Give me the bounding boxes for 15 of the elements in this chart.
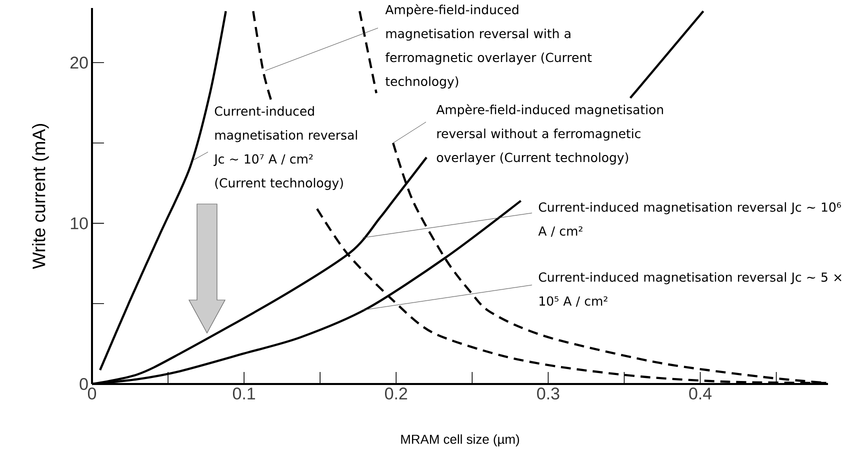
x-tick-label: 0 — [88, 388, 96, 400]
y-tick-label: 20 — [70, 56, 88, 69]
annotation: Current-induced magnetisation reversal Jc ~ 5 × 10⁵ A / cm² — [538, 272, 842, 307]
x-tick-label: 0.2 — [385, 388, 408, 400]
y-tick-label: 10 — [70, 217, 88, 230]
y-tick-label: 0 — [80, 378, 88, 390]
x-axis-title: MRAM cell size (µm) — [401, 434, 520, 446]
x-tick-label: 0.4 — [689, 388, 712, 400]
x-tick-label: 0.3 — [537, 388, 560, 400]
x-tick-label: 0.1 — [232, 388, 256, 400]
y-axis-title: Write current (mA) — [32, 124, 49, 269]
annotation: Ampère-field-induced magnetisation reversal without a ferromagnetic overlayer (Current technology) — [436, 104, 663, 165]
annotation: Ampère-field-induced magnetisation reversal with a ferromagnetic overlayer (Current technology) — [385, 4, 592, 88]
annotation: Current-induced magnetisation reversal Jc ~ 10⁷ A / cm² (Current technology) — [214, 106, 357, 190]
annotation: Current-induced magnetisation reversal Jc ~ 10⁶ A / cm² — [538, 202, 841, 237]
